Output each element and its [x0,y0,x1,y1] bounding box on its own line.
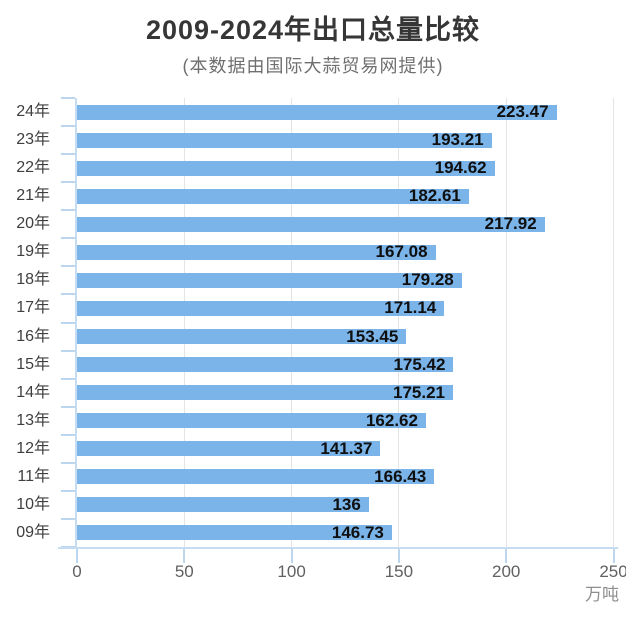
bar [77,132,492,148]
bar [77,469,435,485]
bar-value-label: 162.62 [365,410,418,430]
x-axis-line [58,547,618,549]
bar [77,216,545,232]
y-axis-category-label: 23年 [16,131,50,149]
bar [77,188,469,204]
y-axis-tick [61,321,75,324]
y-axis-tick [61,209,75,212]
y-axis-category-label: 18年 [16,271,50,289]
y-axis-tick [61,405,75,408]
y-axis-tick [61,125,75,128]
x-axis-tick [76,549,78,563]
bar-value-label: 175.42 [393,354,446,374]
y-axis-category-label: 11年 [17,467,50,485]
x-axis-tick [505,549,508,563]
bar [77,272,462,288]
bar-value-label: 171.14 [384,298,437,318]
y-axis-tick [61,461,75,464]
grid-line [505,98,507,547]
y-axis-tick [61,181,75,184]
y-axis-category-label: 21年 [16,187,50,205]
bar-value-label: 146.73 [331,522,384,542]
y-axis-category-label: 22年 [16,159,50,177]
bar-value-label: 217.92 [484,214,537,234]
bar-value-label: 166.43 [374,466,427,486]
bar [77,525,392,541]
x-axis-tick [290,549,293,563]
bar-value-label: 141.37 [320,438,373,458]
y-axis-tick [61,377,75,380]
grid-line [183,98,185,547]
y-axis-category-label: 10年 [16,495,50,513]
bar [77,413,426,429]
grid-line [398,98,400,547]
y-axis-category-label: 14年 [16,383,50,401]
x-axis-tick [183,549,186,563]
y-axis-tick [61,489,75,492]
x-axis-tick-label: 250 [599,562,626,581]
y-axis-tick [61,293,75,296]
y-axis-tick [61,433,75,436]
bar [77,160,495,176]
bar [77,385,453,401]
y-axis-tick [61,237,75,240]
bar [77,497,369,513]
y-axis-line [75,98,77,547]
x-axis-unit-label: 万吨 [585,585,619,604]
chart-title: 2009-2024年出口总量比较 [145,15,481,45]
bar-value-label: 182.61 [408,186,461,206]
bar [77,329,407,345]
x-axis-tick [612,549,615,563]
y-axis-tick [61,517,75,520]
x-axis-tick-label: 150 [384,562,414,581]
y-axis-category-label: 13年 [16,411,50,429]
x-axis-tick-label: 200 [492,562,521,581]
y-axis-category-label: 12年 [16,439,50,457]
y-axis-tick [61,153,75,156]
bar-value-label: 179.28 [401,270,454,290]
bar-value-label: 175.21 [393,382,445,402]
bar-value-label: 167.08 [375,242,428,262]
grid-line [291,98,293,547]
y-axis-category-label: 20年 [16,215,50,233]
bar-value-label: 193.21 [431,130,484,150]
y-axis-category-label: 15年 [16,355,50,373]
y-axis-category-label: 19年 [16,243,50,261]
bar [77,441,381,457]
bar-value-label: 153.45 [346,326,399,346]
y-axis-category-label: 16年 [16,327,50,345]
y-axis-tick [61,349,75,352]
y-axis-tick [61,265,75,268]
bar-value-label: 223.47 [496,102,549,122]
x-axis-tick-label: 50 [174,562,194,581]
bar-value-label: 194.62 [434,158,487,178]
bar [77,244,436,260]
bar-value-label: 136 [332,494,361,514]
x-axis-tick [397,549,400,563]
x-axis-tick-label: 0 [72,562,82,581]
chart-subtitle: (本数据由国际大蒜贸易网提供) [182,56,444,76]
y-axis-category-label: 09年 [16,523,50,541]
y-axis-category-label: 17年 [16,299,50,317]
bar [77,300,445,316]
grid-line [613,98,614,547]
bar [77,357,454,373]
y-axis-tick [61,97,75,99]
bar [77,104,557,120]
y-axis-category-label: 24年 [16,103,50,121]
x-axis-tick-label: 100 [277,562,306,581]
